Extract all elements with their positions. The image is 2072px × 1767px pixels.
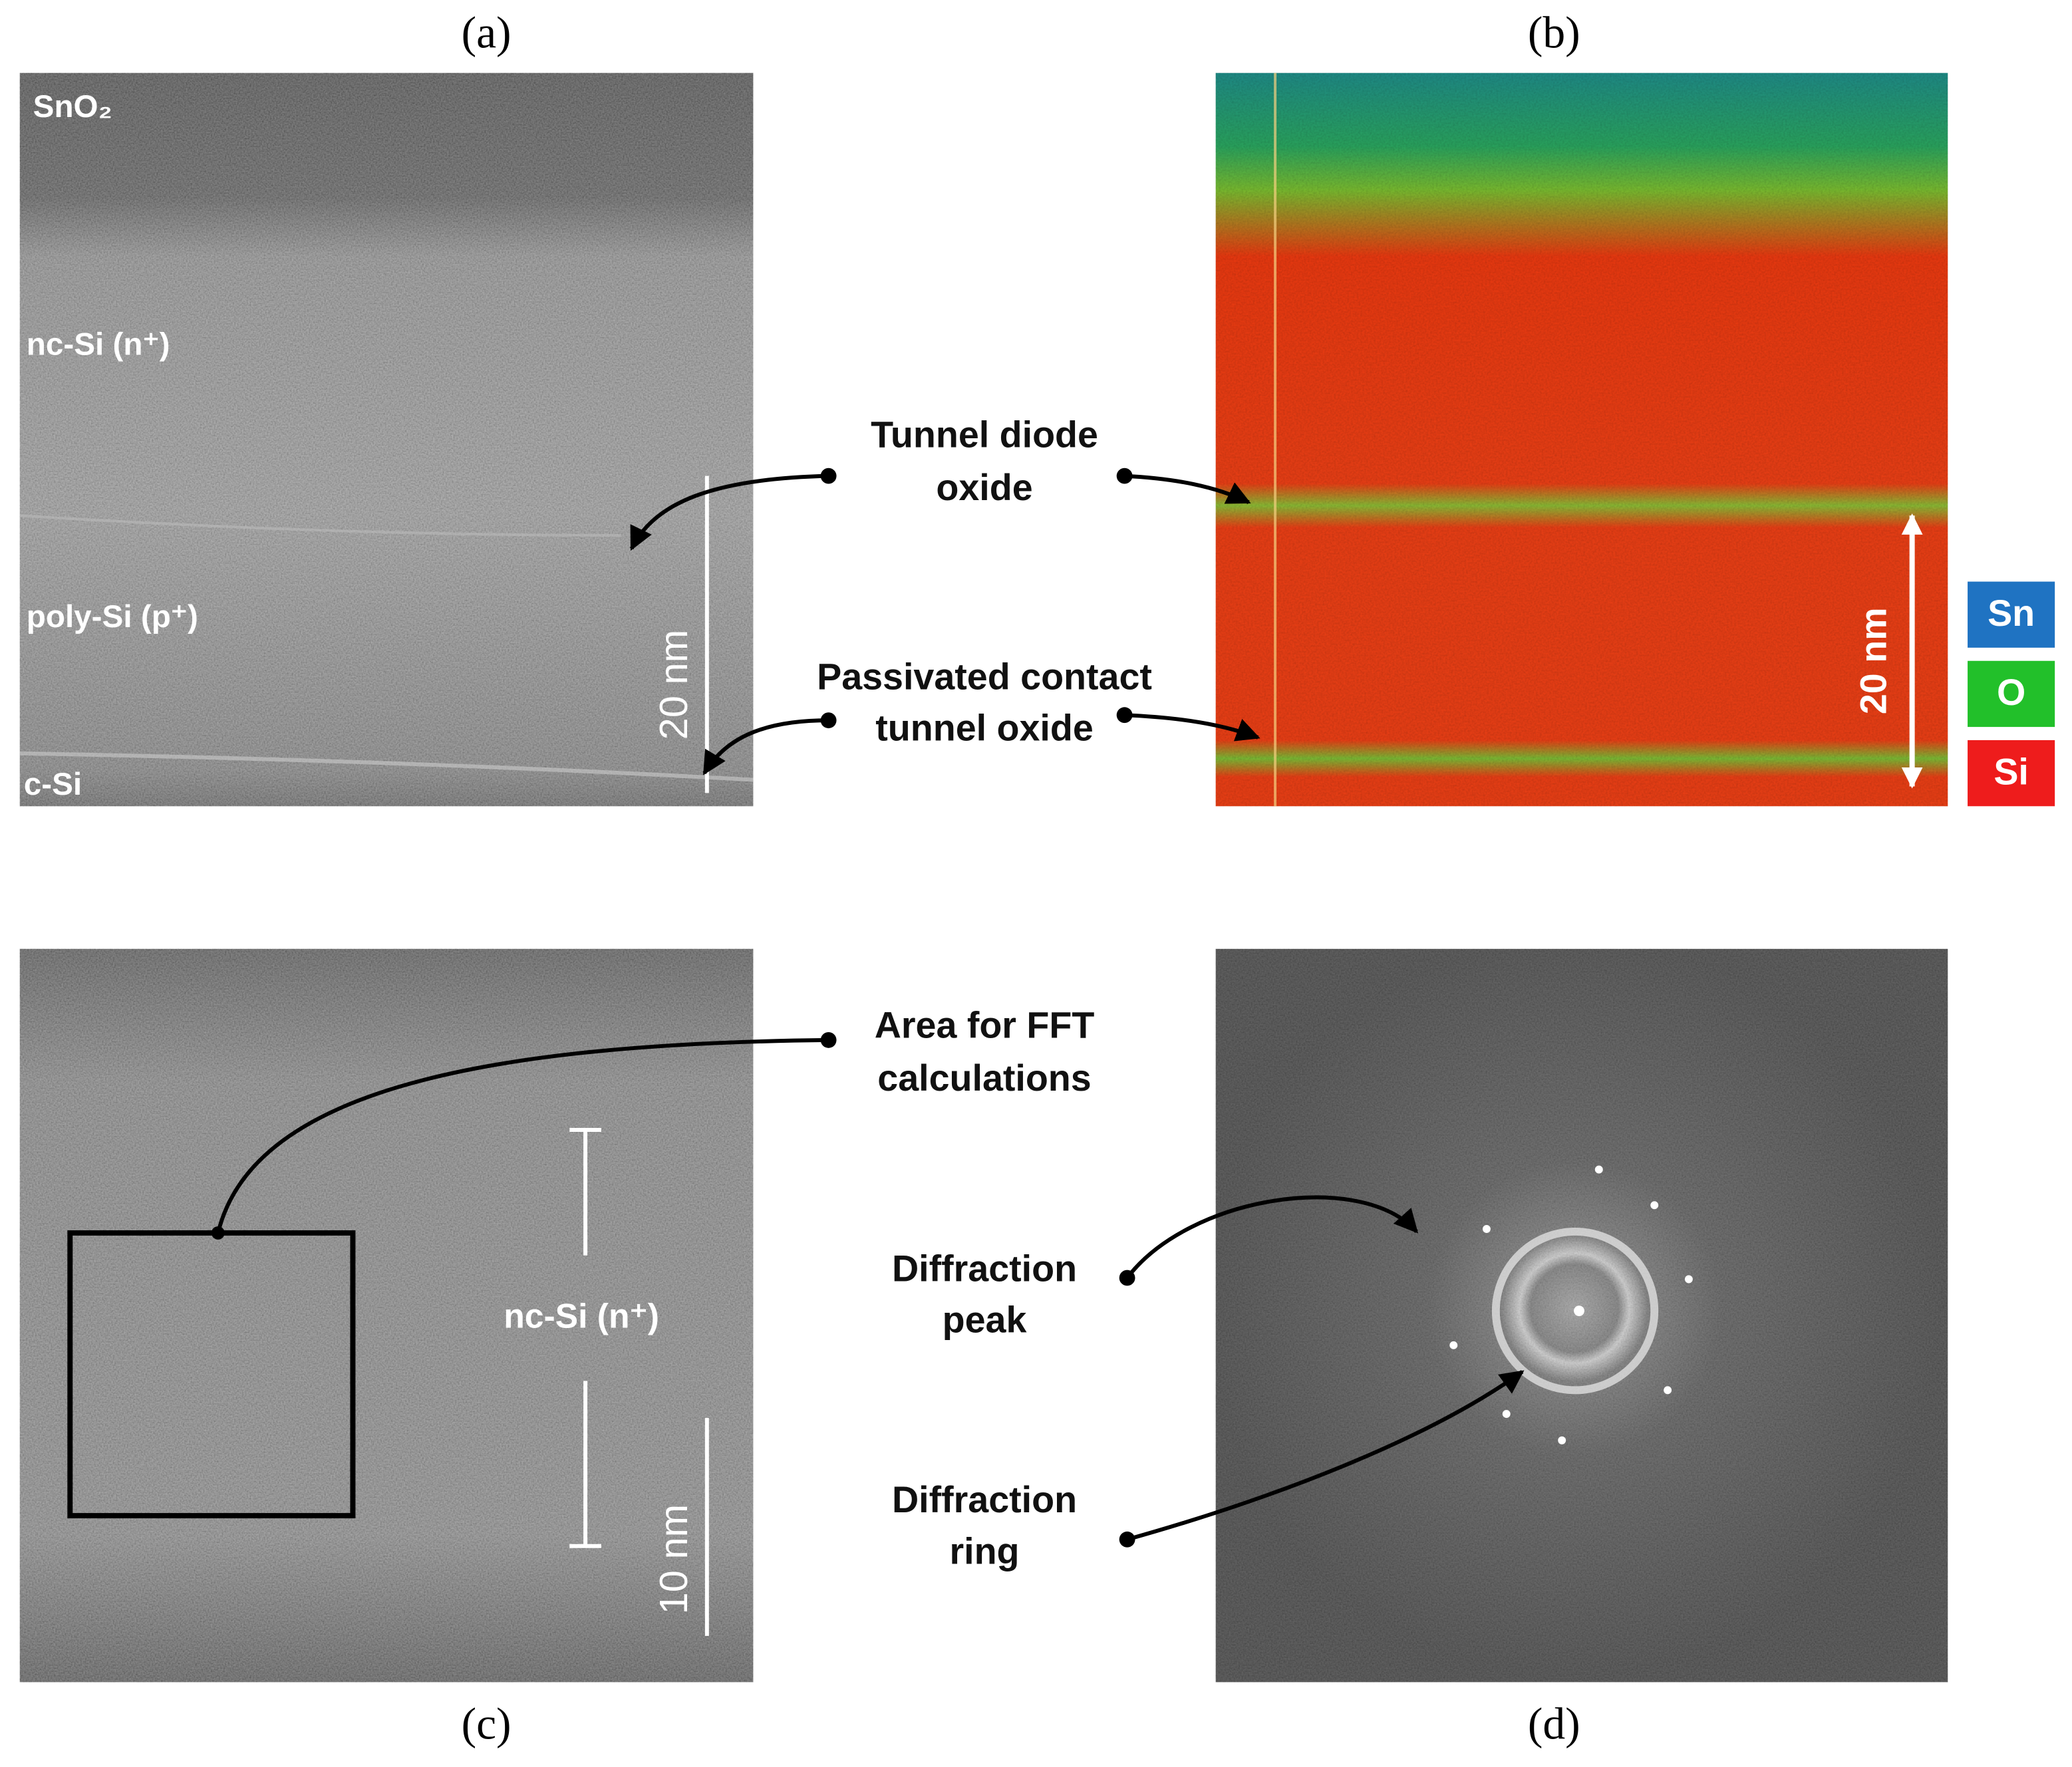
scale-label: 20 nm [1853, 607, 1894, 714]
graphic [1482, 1225, 1491, 1233]
image-texture [19, 72, 754, 807]
panel-label: (b) [1528, 8, 1580, 58]
callout-dot [211, 1226, 225, 1240]
graphic [1664, 1386, 1672, 1395]
legend-swatch [1968, 740, 2055, 807]
image-texture [1215, 948, 1948, 1683]
graphic [1684, 1275, 1693, 1284]
callout-arrow [629, 474, 829, 551]
panel-label: (a) [462, 8, 512, 58]
callout-text: tunnel oxide [875, 708, 1094, 749]
graphic [1558, 1436, 1566, 1444]
panel-d [1215, 948, 1948, 1683]
callout-text: ring [950, 1530, 1020, 1571]
callout-dot [1119, 1531, 1135, 1548]
graphic [1449, 1341, 1458, 1349]
callout-text: Tunnel diode [871, 414, 1098, 456]
callout-text: Diffraction [892, 1479, 1077, 1520]
layer-bracket [569, 1128, 601, 1548]
legend-swatch [1968, 660, 2055, 728]
graphic [1502, 1410, 1511, 1419]
interface [19, 514, 621, 537]
image-texture [19, 948, 754, 1683]
layer-label: c-Si [24, 767, 82, 802]
layer-label: nc-Si (n⁺) [27, 327, 170, 362]
callout-text: oxide [936, 467, 1032, 508]
layer-label: nc-Si (n⁺) [504, 1297, 659, 1335]
graphic [1574, 1305, 1584, 1317]
callout-arrow [1124, 713, 1260, 742]
panel-c: nc-Si (n⁺) 10 nm [19, 948, 754, 1683]
legend-label: Sn [1988, 593, 2035, 634]
callout-text: Passivated contact [817, 656, 1152, 697]
legend-swatch [1968, 581, 2055, 648]
panel-label: (d) [1528, 1699, 1580, 1748]
callout-text: Diffraction [892, 1248, 1077, 1289]
legend-label: Si [1994, 751, 2029, 792]
panel-b: 20 nm Sn O Si [1215, 72, 2055, 807]
layer-label: SnO₂ [33, 89, 112, 124]
interface [19, 751, 754, 782]
legend-label: O [1997, 672, 2025, 713]
callout-arrow [1124, 474, 1251, 505]
panel-a: SnO₂ nc-Si (n⁺) poly-Si (p⁺) c-Si 20 nm [19, 72, 754, 807]
graphic [1650, 1201, 1659, 1210]
callouts: Tunnel diode oxide Passivated contact tu… [211, 414, 1525, 1571]
callout-arrow [702, 718, 829, 775]
callout-text: peak [943, 1299, 1027, 1341]
graphic [1594, 1165, 1603, 1174]
diffraction-ring [1491, 1228, 1659, 1395]
panel-label: (c) [462, 1699, 512, 1748]
callout-text: Area for FFT [875, 1005, 1095, 1046]
callout-dot [1116, 707, 1133, 724]
callout-arrow [216, 1037, 829, 1234]
scale-label: 20 nm [651, 630, 696, 740]
layer-label: poly-Si (p⁺) [27, 599, 198, 634]
map-texture [1215, 72, 1948, 807]
scale-label: 10 nm [651, 1504, 696, 1615]
callout-text: calculations [877, 1057, 1091, 1099]
diffraction-peaks [1449, 1165, 1693, 1444]
callout-arrow [1126, 1370, 1525, 1542]
callout-arrow [1125, 1195, 1419, 1280]
